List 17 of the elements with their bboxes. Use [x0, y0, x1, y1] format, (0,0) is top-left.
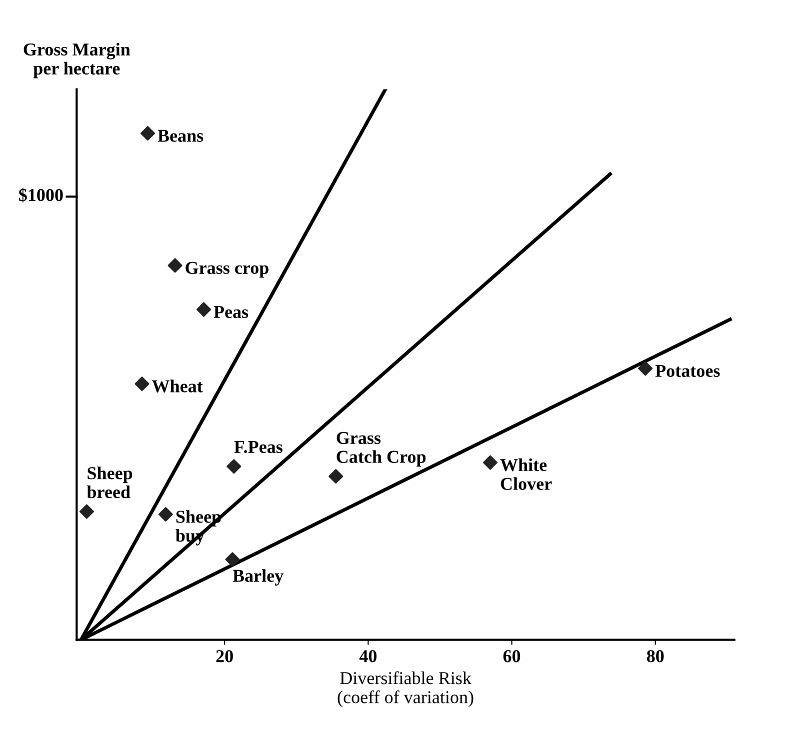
annotation: Peas [214, 306, 248, 318]
x-tick-label: 20 [216, 650, 233, 662]
annotation: White Clover [500, 458, 552, 490]
annotation: Grass crop [186, 262, 268, 278]
annotation: F.Peas [234, 441, 282, 454]
y-axis-title: Gross Margin per hectare [24, 42, 130, 78]
annotation: Barley [232, 569, 284, 586]
text: $1000 [19, 188, 63, 202]
x-tick-label: 40 [359, 650, 377, 662]
annotation: Wheat [152, 380, 203, 392]
annotation: Sheep breed [86, 466, 132, 498]
annotation: Beans [158, 130, 204, 142]
x-axis-title: Diversifiable Risk (coeff of variation) [338, 671, 474, 707]
annotation: Potatoes [655, 364, 720, 377]
annotation: Grass Catch Crop [336, 432, 426, 467]
x-tick-label: 80 [646, 650, 664, 662]
x-tick-label: 60 [503, 650, 520, 662]
